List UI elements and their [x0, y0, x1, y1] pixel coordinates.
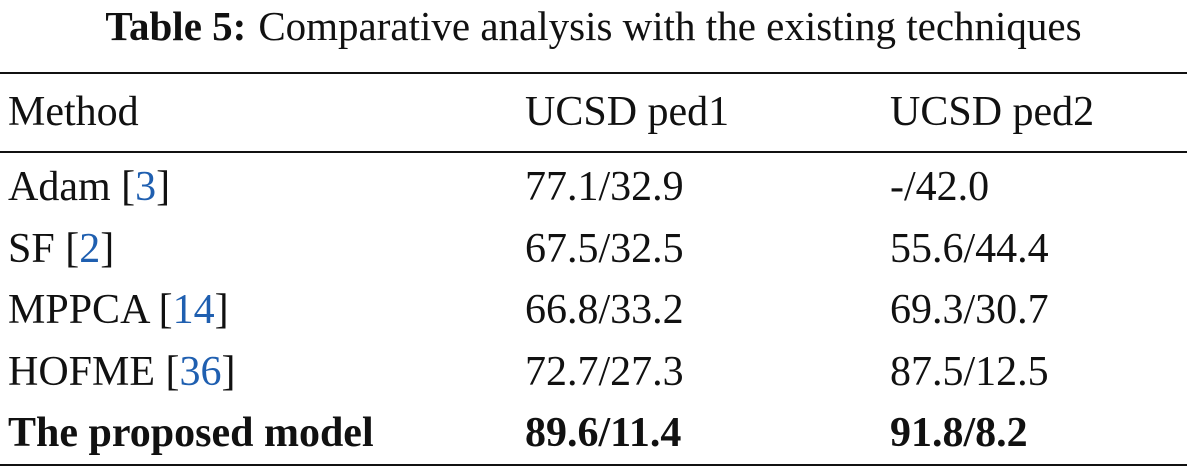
table-caption: Table 5: Comparative analysis with the ex… [0, 2, 1187, 50]
caption-text: Comparative analysis with the existing t… [258, 3, 1082, 49]
header-cell: UCSD ped1 [525, 89, 730, 135]
value-cell: 91.8/8.2 [890, 410, 1028, 456]
citation[interactable]: 14 [172, 287, 215, 333]
value-cell: 87.5/12.5 [890, 348, 1049, 395]
value-cell: -/42.0 [890, 164, 990, 210]
value-cell: 72.7/27.3 [525, 348, 684, 395]
method-cell: SF [2] [8, 225, 115, 272]
citation[interactable]: 36 [179, 348, 222, 395]
caption-label: Table 5: [105, 3, 247, 49]
method-cell: Adam [3] [8, 164, 171, 210]
header-cell: Method [8, 89, 139, 135]
method-cell: HOFME [36] [8, 348, 236, 395]
citation[interactable]: 3 [135, 164, 157, 210]
method-cell: The proposed model [8, 410, 374, 456]
value-cell: 66.8/33.2 [525, 287, 684, 333]
header-cell: UCSD ped2 [890, 89, 1095, 135]
value-cell: 55.6/44.4 [890, 225, 1049, 272]
bottom-rule [0, 464, 1187, 466]
citation[interactable]: 2 [79, 225, 101, 272]
method-cell: MPPCA [14] [8, 287, 229, 333]
value-cell: 69.3/30.7 [890, 287, 1049, 333]
value-cell: 67.5/32.5 [525, 225, 684, 272]
value-cell: 89.6/11.4 [525, 410, 682, 456]
value-cell: 77.1/32.9 [525, 164, 684, 210]
top-rule [0, 72, 1187, 74]
header-rule [0, 151, 1187, 153]
